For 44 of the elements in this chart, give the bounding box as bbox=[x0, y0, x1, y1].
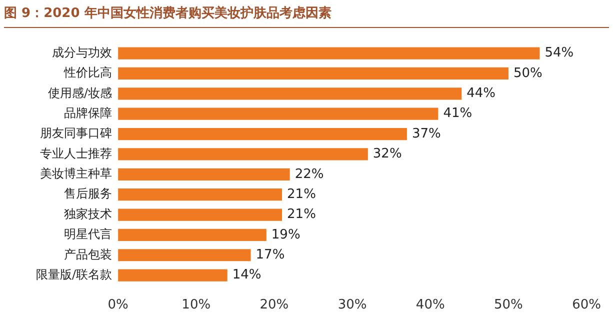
bar bbox=[118, 108, 438, 120]
data-label: 41% bbox=[443, 106, 472, 122]
x-tick-label: 50% bbox=[494, 298, 523, 313]
data-label: 37% bbox=[412, 126, 441, 142]
data-label: 21% bbox=[287, 186, 316, 202]
data-label: 22% bbox=[294, 166, 324, 182]
data-label: 50% bbox=[513, 66, 542, 81]
y-tick-label: 成分与功效 bbox=[52, 45, 112, 60]
x-tick-label: 40% bbox=[416, 298, 445, 313]
y-tick-label: 明星代言 bbox=[64, 227, 112, 242]
bar bbox=[118, 228, 266, 241]
bar bbox=[118, 269, 228, 282]
bar bbox=[118, 47, 540, 60]
data-label: 17% bbox=[256, 248, 285, 262]
data-label: 14% bbox=[232, 268, 262, 283]
y-tick-label: 朋友同事口碑 bbox=[40, 126, 112, 140]
bar bbox=[118, 249, 251, 262]
y-tick-label: 性价比高 bbox=[63, 66, 112, 80]
x-tick-label: 20% bbox=[260, 298, 289, 313]
data-label: 54% bbox=[544, 46, 574, 61]
x-tick-label: 10% bbox=[182, 298, 211, 313]
y-tick-label: 品牌保障 bbox=[64, 106, 112, 120]
bar bbox=[118, 148, 368, 160]
x-tick-label: 30% bbox=[338, 298, 367, 313]
data-label: 44% bbox=[466, 86, 496, 102]
chart-title: 图 9：2020 年中国女性消费者购买美妆护肤品考虑因素 bbox=[4, 4, 609, 28]
bar bbox=[118, 128, 407, 140]
y-tick-label: 产品包装 bbox=[64, 247, 112, 262]
bar bbox=[118, 67, 508, 80]
bar bbox=[118, 168, 290, 180]
y-tick-label: 限量版/联名款 bbox=[36, 267, 112, 282]
x-tick-label: 60% bbox=[572, 298, 602, 313]
data-label: 21% bbox=[287, 207, 316, 222]
bar bbox=[118, 188, 282, 201]
y-tick-label: 美妆博主种草 bbox=[40, 166, 112, 181]
data-label: 32% bbox=[372, 146, 402, 162]
bar bbox=[118, 208, 282, 221]
bar bbox=[118, 88, 462, 100]
y-tick-label: 独家技术 bbox=[64, 206, 112, 221]
x-tick-label: 0% bbox=[108, 298, 128, 313]
y-tick-label: 专业人士推荐 bbox=[40, 146, 112, 160]
y-tick-label: 使用感/妆感 bbox=[48, 86, 112, 100]
y-tick-label: 售后服务 bbox=[64, 186, 112, 201]
data-label: 19% bbox=[271, 227, 300, 242]
